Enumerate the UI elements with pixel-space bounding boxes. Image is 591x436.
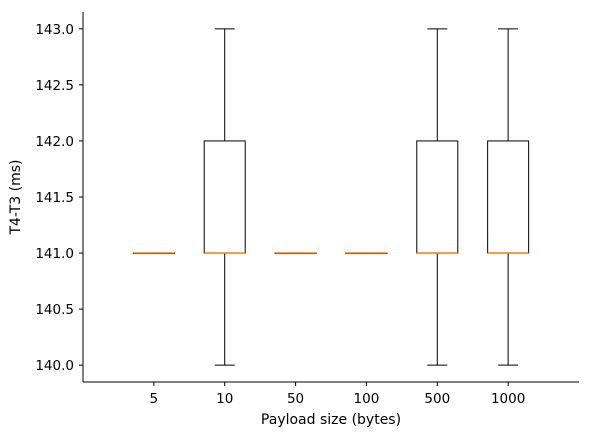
y-tick-label: 143.0 (35, 22, 74, 38)
x-tick-label: 10 (216, 391, 233, 407)
x-tick-label: 5 (150, 391, 159, 407)
x-axis-ticks: 5 10 50 100 500 1000 (150, 382, 525, 407)
box-100 (345, 252, 388, 255)
y-tick-label: 142.0 (35, 134, 74, 150)
x-tick-label: 50 (287, 391, 304, 407)
box-500 (416, 28, 459, 366)
x-axis-label: Payload size (bytes) (261, 412, 401, 428)
box-1000 (487, 28, 530, 366)
y-tick-label: 141.0 (35, 246, 74, 262)
iqr-box (416, 140, 459, 254)
y-tick-label: 141.5 (35, 190, 74, 206)
x-tick-label: 500 (424, 391, 450, 407)
iqr-box (203, 140, 246, 254)
y-tick-label: 140.0 (35, 358, 74, 374)
x-tick-label: 1000 (491, 391, 525, 407)
boxes (132, 28, 530, 366)
box-10 (203, 28, 246, 366)
iqr-box (487, 140, 530, 254)
y-tick-label: 142.5 (35, 78, 74, 94)
box-50 (274, 252, 317, 255)
axes (82, 12, 579, 383)
y-axis-ticks: 140.0 140.5 141.0 141.5 142.0 142.5 143.0 (35, 22, 83, 374)
x-tick-label: 100 (354, 391, 380, 407)
box-5 (132, 252, 175, 255)
y-axis-label: T4-T3 (ms) (8, 160, 24, 236)
y-tick-label: 140.5 (35, 302, 74, 318)
